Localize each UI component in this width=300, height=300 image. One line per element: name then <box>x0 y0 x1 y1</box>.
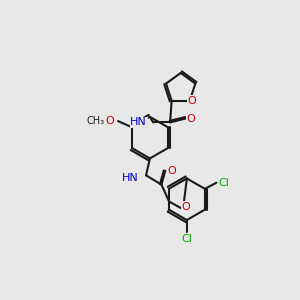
Text: HN: HN <box>122 173 138 183</box>
Text: O: O <box>188 96 197 106</box>
Text: O: O <box>167 166 176 176</box>
Text: O: O <box>182 202 190 212</box>
Text: O: O <box>105 116 114 126</box>
Text: HN: HN <box>130 117 147 128</box>
Text: CH₃: CH₃ <box>86 116 104 126</box>
Text: O: O <box>187 113 195 124</box>
Text: Cl: Cl <box>182 233 192 244</box>
Text: Cl: Cl <box>219 178 230 188</box>
